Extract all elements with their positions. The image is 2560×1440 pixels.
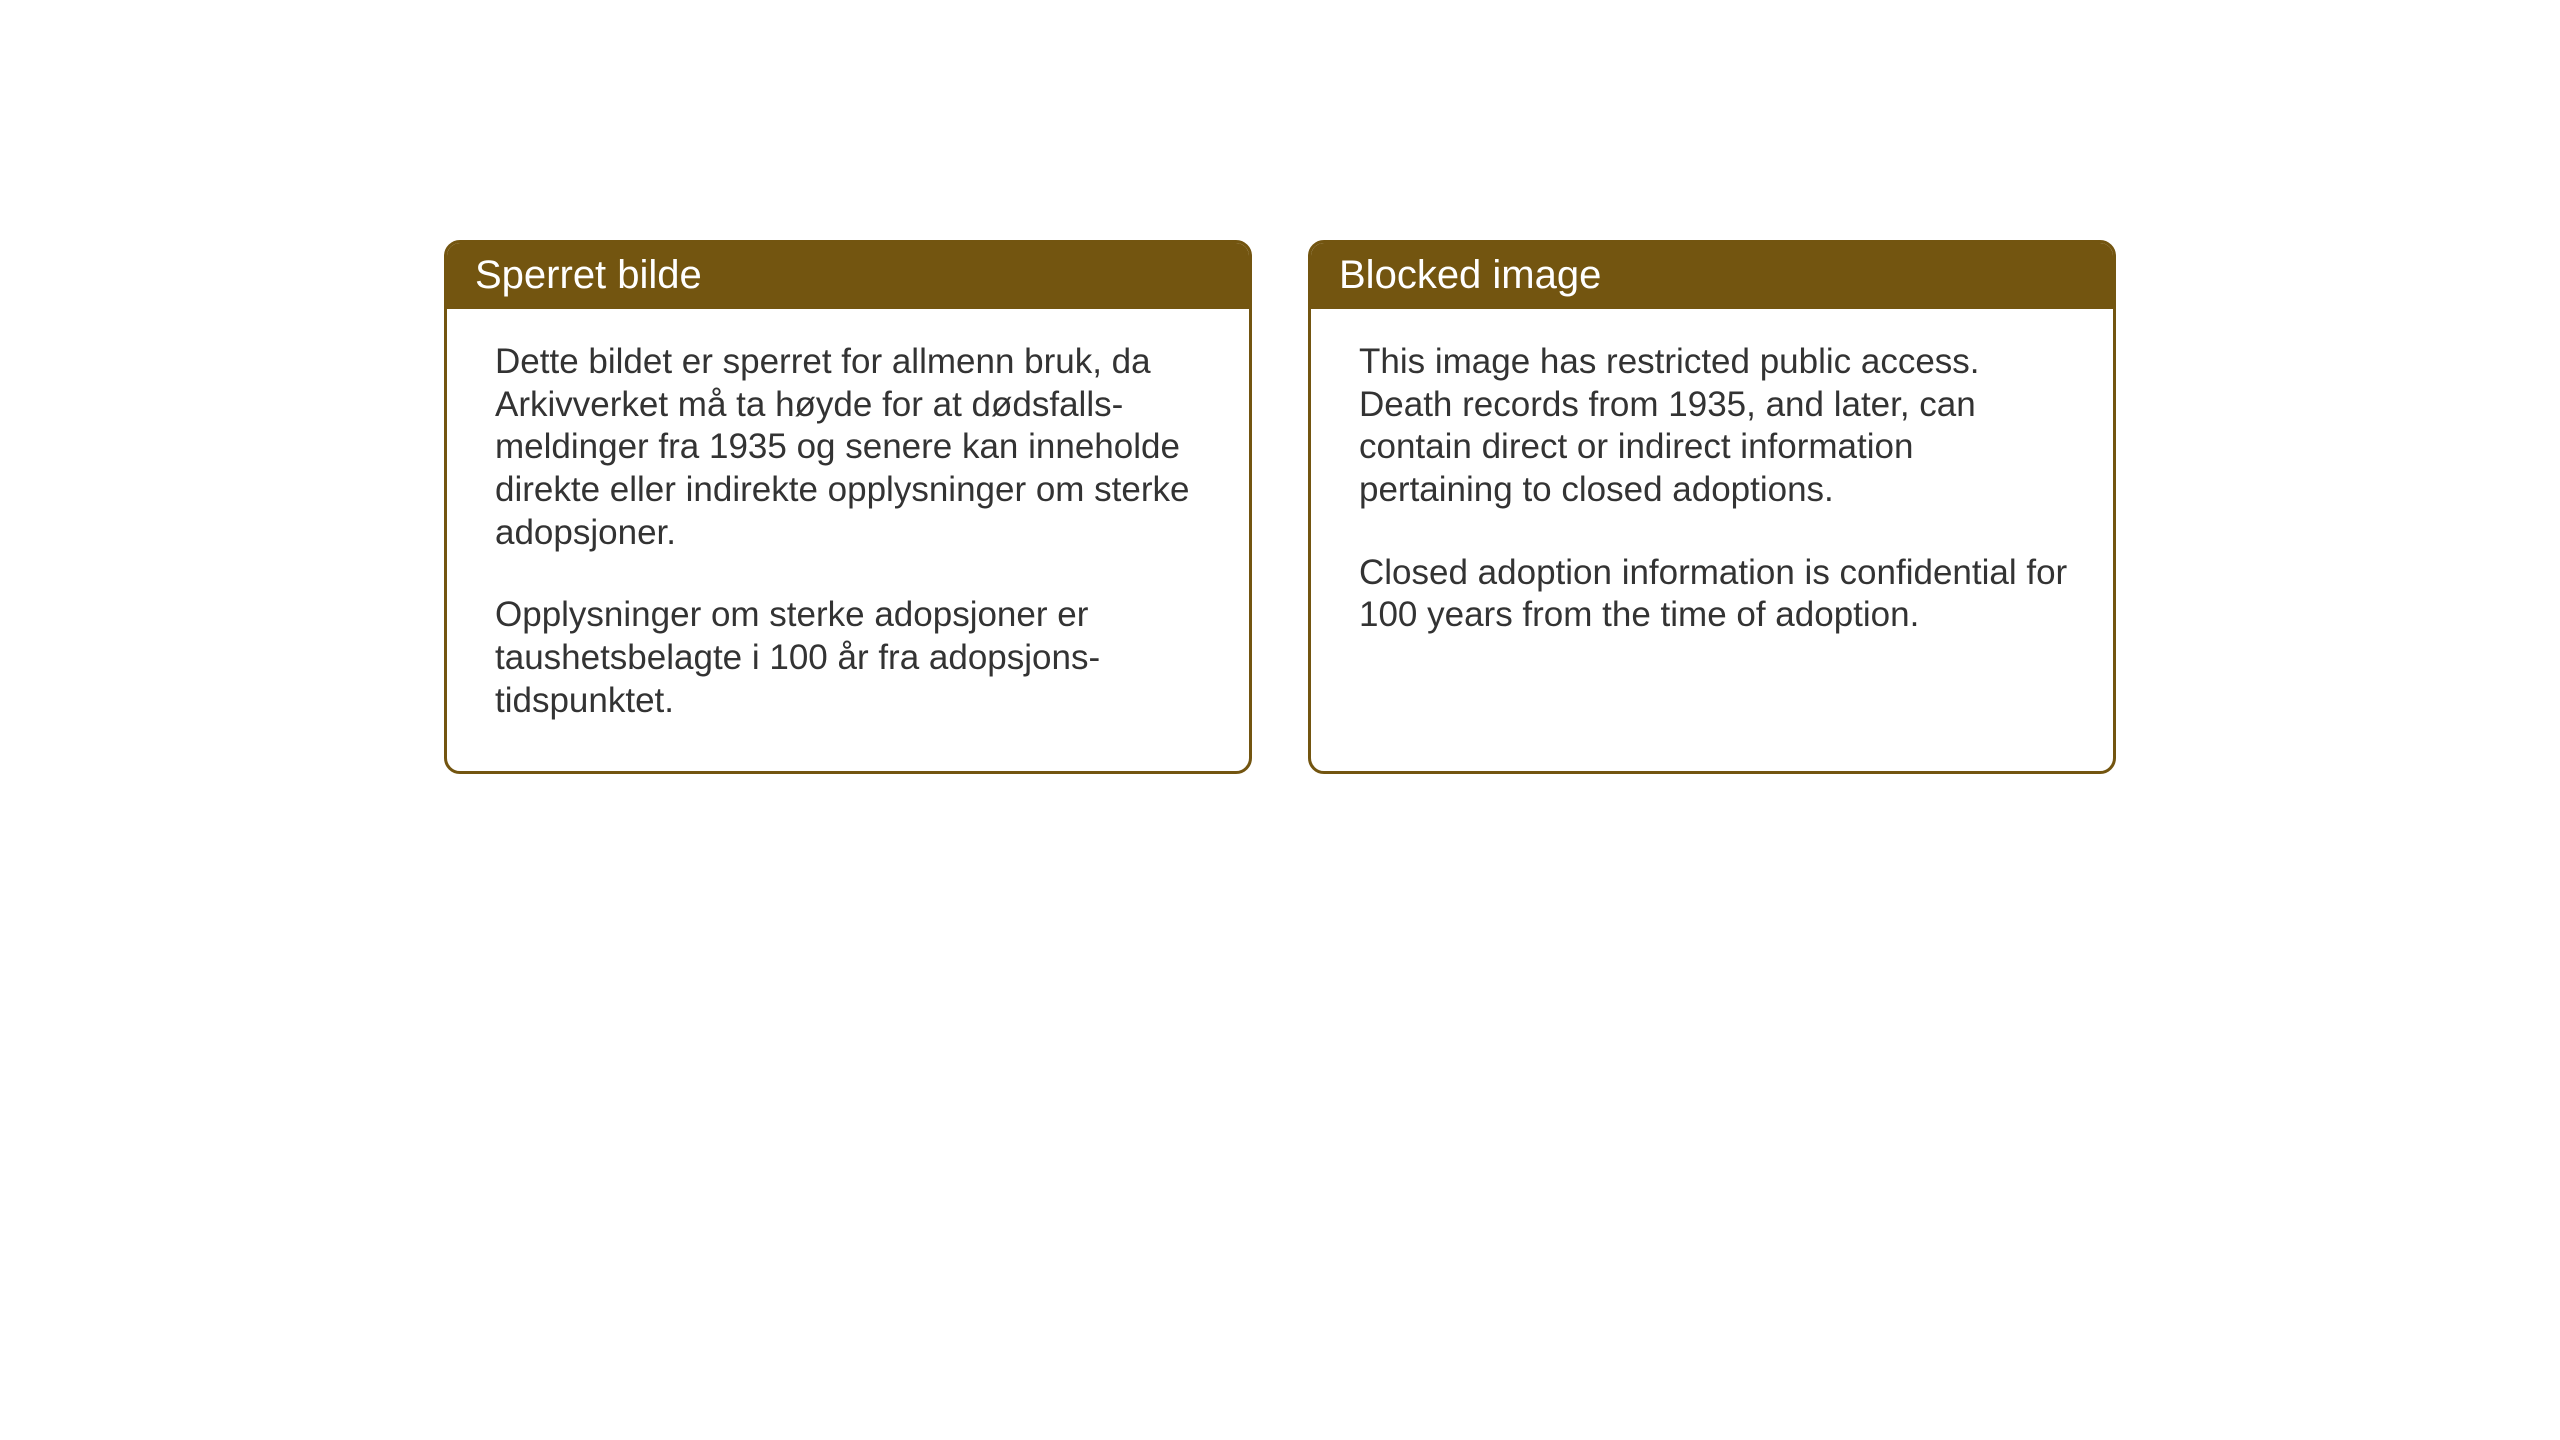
notice-paragraph: This image has restricted public access.… (1359, 341, 2073, 512)
notice-paragraph: Dette bildet er sperret for allmenn bruk… (495, 341, 1209, 554)
notice-header-norwegian: Sperret bilde (447, 243, 1249, 309)
notice-body-english: This image has restricted public access.… (1311, 309, 2113, 737)
notice-body-norwegian: Dette bildet er sperret for allmenn bruk… (447, 309, 1249, 771)
notice-paragraph: Closed adoption information is confident… (1359, 552, 2073, 637)
notice-paragraph: Opplysninger om sterke adopsjoner er tau… (495, 594, 1209, 722)
notice-container: Sperret bilde Dette bildet er sperret fo… (0, 0, 2560, 774)
notice-header-english: Blocked image (1311, 243, 2113, 309)
notice-card-english: Blocked image This image has restricted … (1308, 240, 2116, 774)
notice-card-norwegian: Sperret bilde Dette bildet er sperret fo… (444, 240, 1252, 774)
